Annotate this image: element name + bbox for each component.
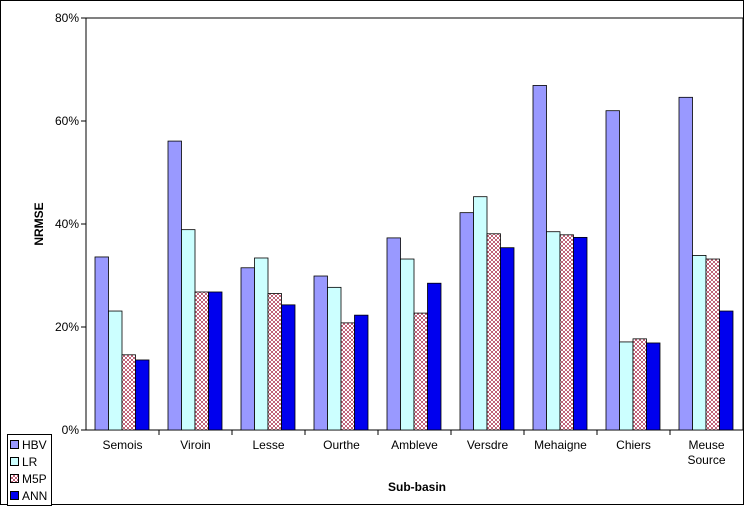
bar-hbv-ambleve bbox=[386, 237, 401, 431]
x-tick-label: Ambleve bbox=[391, 438, 438, 452]
y-tick-label: 0% bbox=[62, 423, 80, 437]
legend-swatch bbox=[10, 491, 19, 500]
x-tick-label: Versdre bbox=[467, 438, 509, 452]
bar-ann-lesse bbox=[281, 304, 296, 431]
x-tick-label: Lesse bbox=[252, 438, 284, 452]
legend-label: ANN bbox=[22, 488, 48, 503]
bar-ann-ourthe bbox=[354, 314, 369, 431]
bar-lr-ourthe bbox=[327, 286, 342, 431]
bar-hbv-chiers bbox=[605, 110, 620, 431]
bar-lr-meuse-source bbox=[692, 255, 707, 431]
bar-ann-versdre bbox=[500, 247, 515, 431]
bar-lr-viroin bbox=[181, 229, 196, 431]
bar-hbv-viroin bbox=[167, 140, 182, 431]
bar-lr-lesse bbox=[254, 257, 269, 431]
y-tick-label: 60% bbox=[55, 114, 79, 128]
x-tick-label: Ourthe bbox=[323, 438, 360, 452]
bar-m5p-mehaigne bbox=[559, 234, 574, 431]
bar-lr-versdre bbox=[473, 196, 488, 431]
bar-m5p-ambleve bbox=[413, 312, 428, 431]
bar-m5p-versdre bbox=[486, 233, 501, 431]
x-tick-label: Mehaigne bbox=[534, 438, 587, 452]
legend-item-lr: LR bbox=[10, 453, 47, 470]
legend-item-ann: ANN bbox=[10, 487, 47, 504]
x-tick-label: Semois bbox=[102, 438, 142, 452]
legend: HBV LR M5P ANN bbox=[7, 434, 53, 506]
bar-m5p-chiers bbox=[632, 338, 647, 431]
bar-lr-ambleve bbox=[400, 258, 415, 431]
bar-hbv-versdre bbox=[459, 212, 474, 431]
bar-hbv-ourthe bbox=[313, 275, 328, 431]
x-axis-title: Sub-basin bbox=[388, 480, 446, 494]
bar-ann-viroin bbox=[208, 291, 223, 431]
bar-m5p-semois bbox=[121, 354, 136, 431]
bar-ann-semois bbox=[135, 359, 150, 431]
bar-lr-mehaigne bbox=[546, 231, 561, 431]
legend-swatch bbox=[10, 457, 19, 466]
x-tick-label: Viroin bbox=[180, 438, 210, 452]
y-axis-title: NRMSE bbox=[32, 202, 46, 245]
legend-item-hbv: HBV bbox=[10, 436, 47, 453]
y-tick-label: 80% bbox=[55, 11, 79, 25]
bar-ann-meuse-source bbox=[719, 310, 734, 431]
bar-lr-chiers bbox=[619, 341, 634, 431]
bar-hbv-meuse-source bbox=[678, 96, 693, 431]
bar-ann-mehaigne bbox=[573, 236, 588, 431]
bar-hbv-semois bbox=[94, 256, 109, 431]
bar-ann-chiers bbox=[646, 342, 661, 431]
y-tick-label: 20% bbox=[55, 320, 79, 334]
legend-item-m5p: M5P bbox=[10, 470, 47, 487]
bar-m5p-ourthe bbox=[340, 322, 355, 431]
bar-ann-ambleve bbox=[427, 282, 442, 431]
x-tick-label: Meuse Source bbox=[687, 438, 725, 467]
bar-hbv-mehaigne bbox=[532, 85, 547, 431]
bar-lr-semois bbox=[108, 310, 123, 431]
legend-swatch bbox=[10, 440, 19, 449]
bar-m5p-viroin bbox=[194, 291, 209, 431]
bar-hbv-lesse bbox=[240, 267, 255, 431]
legend-label: HBV bbox=[22, 437, 47, 452]
bar-m5p-lesse bbox=[267, 293, 282, 431]
legend-swatch bbox=[10, 474, 19, 483]
legend-label: LR bbox=[22, 454, 38, 469]
bar-m5p-meuse-source bbox=[705, 258, 720, 431]
y-tick-label: 40% bbox=[55, 217, 79, 231]
legend-label: M5P bbox=[22, 471, 47, 486]
x-tick-label: Chiers bbox=[616, 438, 651, 452]
